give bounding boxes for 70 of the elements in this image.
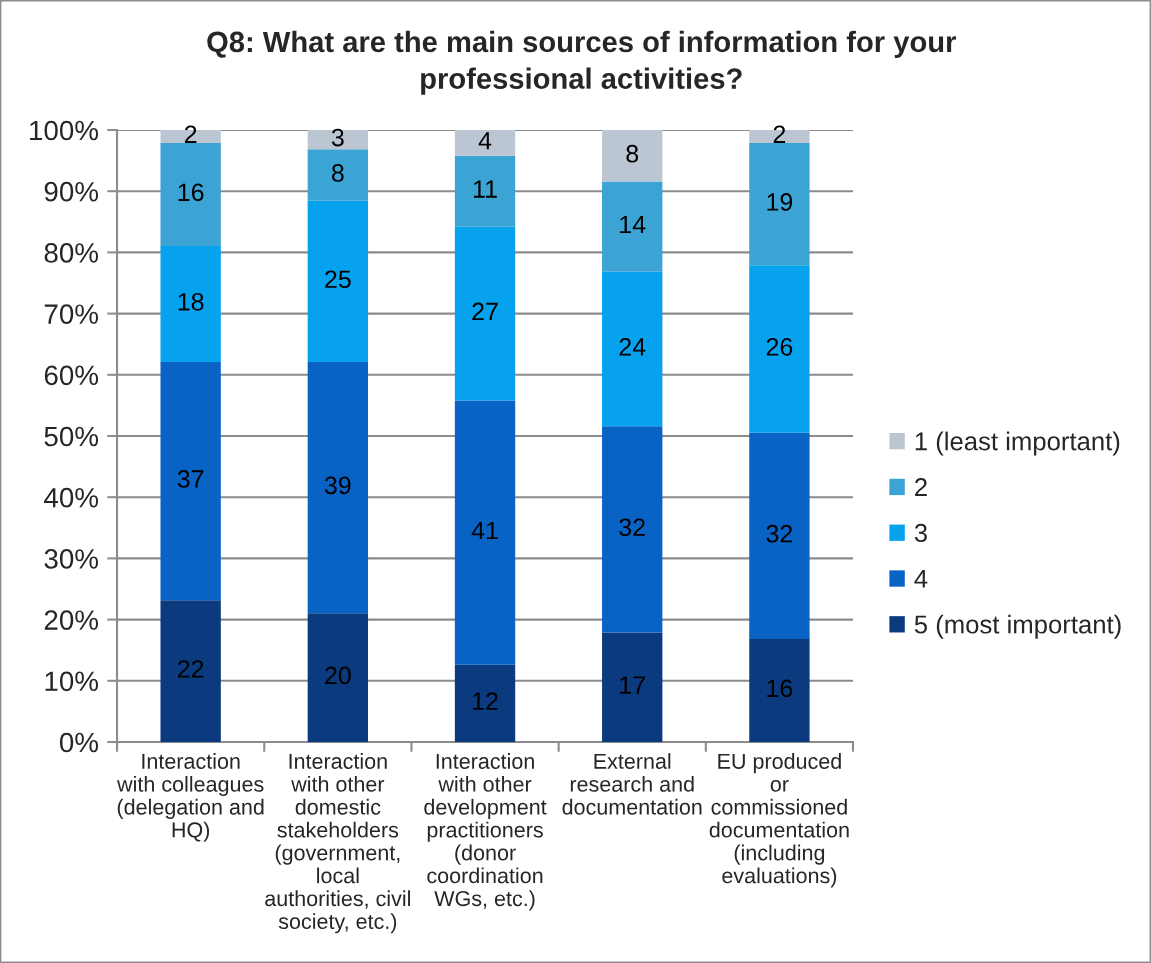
legend-label: 4 — [914, 569, 928, 588]
bar — [160, 361, 221, 601]
bar — [602, 632, 663, 742]
bar — [454, 130, 516, 156]
x-tick-label: Interaction with other development practitioners (donor coordination WGs, etc.) — [424, 753, 547, 911]
data-label: 11 — [473, 180, 497, 198]
legend-label: 1 (least important) — [915, 431, 1120, 456]
data-label: 14 — [620, 215, 646, 234]
data-label: 25 — [325, 270, 351, 289]
y-tick-label: 20% — [44, 610, 99, 630]
y-tick-label: 90% — [44, 181, 99, 202]
y-tick-label: 10% — [45, 671, 99, 692]
data-label: 24 — [619, 338, 646, 356]
bar — [602, 426, 663, 633]
bar — [160, 245, 221, 362]
bar — [749, 265, 810, 433]
legend-label: 3 — [914, 523, 927, 543]
bar — [454, 226, 516, 401]
bar — [307, 149, 369, 201]
data-label: 32 — [766, 524, 793, 543]
chart-title: Q8: What are the main sources of information for your professional activities? — [207, 30, 956, 95]
data-label: 19 — [767, 193, 793, 211]
data-label: 20 — [325, 666, 351, 685]
bar — [602, 130, 663, 182]
data-label: 2 — [184, 125, 197, 143]
bar — [454, 664, 516, 742]
bar — [749, 432, 810, 639]
data-label: 17 — [620, 676, 645, 694]
data-label: 39 — [324, 476, 351, 495]
y-tick-label: 40% — [44, 487, 99, 508]
legend-label: 5 (most important) — [914, 614, 1121, 639]
data-label: 16 — [178, 183, 204, 202]
data-label: 4 — [478, 132, 492, 150]
data-label: 16 — [767, 679, 793, 698]
y-tick-label: 60% — [44, 365, 99, 386]
bar — [307, 361, 369, 614]
x-tick-label: Interaction with other domestic stakeholders (government, local authorities, civil society, etc.) — [265, 753, 410, 934]
data-label: 27 — [472, 302, 498, 321]
x-tick-label: External research and documentation — [562, 753, 702, 815]
data-label: 22 — [178, 660, 204, 678]
bar — [749, 638, 810, 742]
data-label: 26 — [766, 338, 793, 356]
y-tick-label: 0% — [59, 732, 99, 753]
bar — [307, 200, 369, 362]
legend-label: 2 — [915, 478, 927, 496]
y-tick-label: 100% — [30, 120, 99, 141]
bar — [454, 155, 516, 227]
y-tick-label: 70% — [44, 304, 99, 324]
bar — [160, 600, 221, 742]
data-label: 37 — [177, 470, 204, 488]
bar — [749, 142, 810, 266]
y-tick-label: 30% — [44, 549, 99, 569]
data-label: 41 — [471, 521, 498, 540]
data-label: 8 — [331, 164, 344, 182]
bar — [307, 130, 369, 150]
bar — [602, 181, 663, 272]
data-label: 2 — [773, 125, 786, 143]
bar — [454, 400, 516, 665]
bar — [602, 271, 663, 427]
x-tick-label: EU produced or commissioned documentation (including evaluations) — [709, 753, 849, 888]
y-tick-label: 80% — [44, 243, 99, 263]
bar — [307, 613, 369, 742]
data-label: 3 — [331, 128, 344, 147]
data-label: 12 — [473, 692, 498, 710]
data-label: 8 — [626, 144, 639, 163]
y-tick-label: 50% — [44, 426, 99, 447]
x-tick-label: Interaction with colleagues (delegation and HQ) — [117, 753, 264, 842]
data-label: 32 — [619, 518, 645, 537]
bar — [160, 142, 221, 246]
data-label: 18 — [178, 292, 204, 311]
